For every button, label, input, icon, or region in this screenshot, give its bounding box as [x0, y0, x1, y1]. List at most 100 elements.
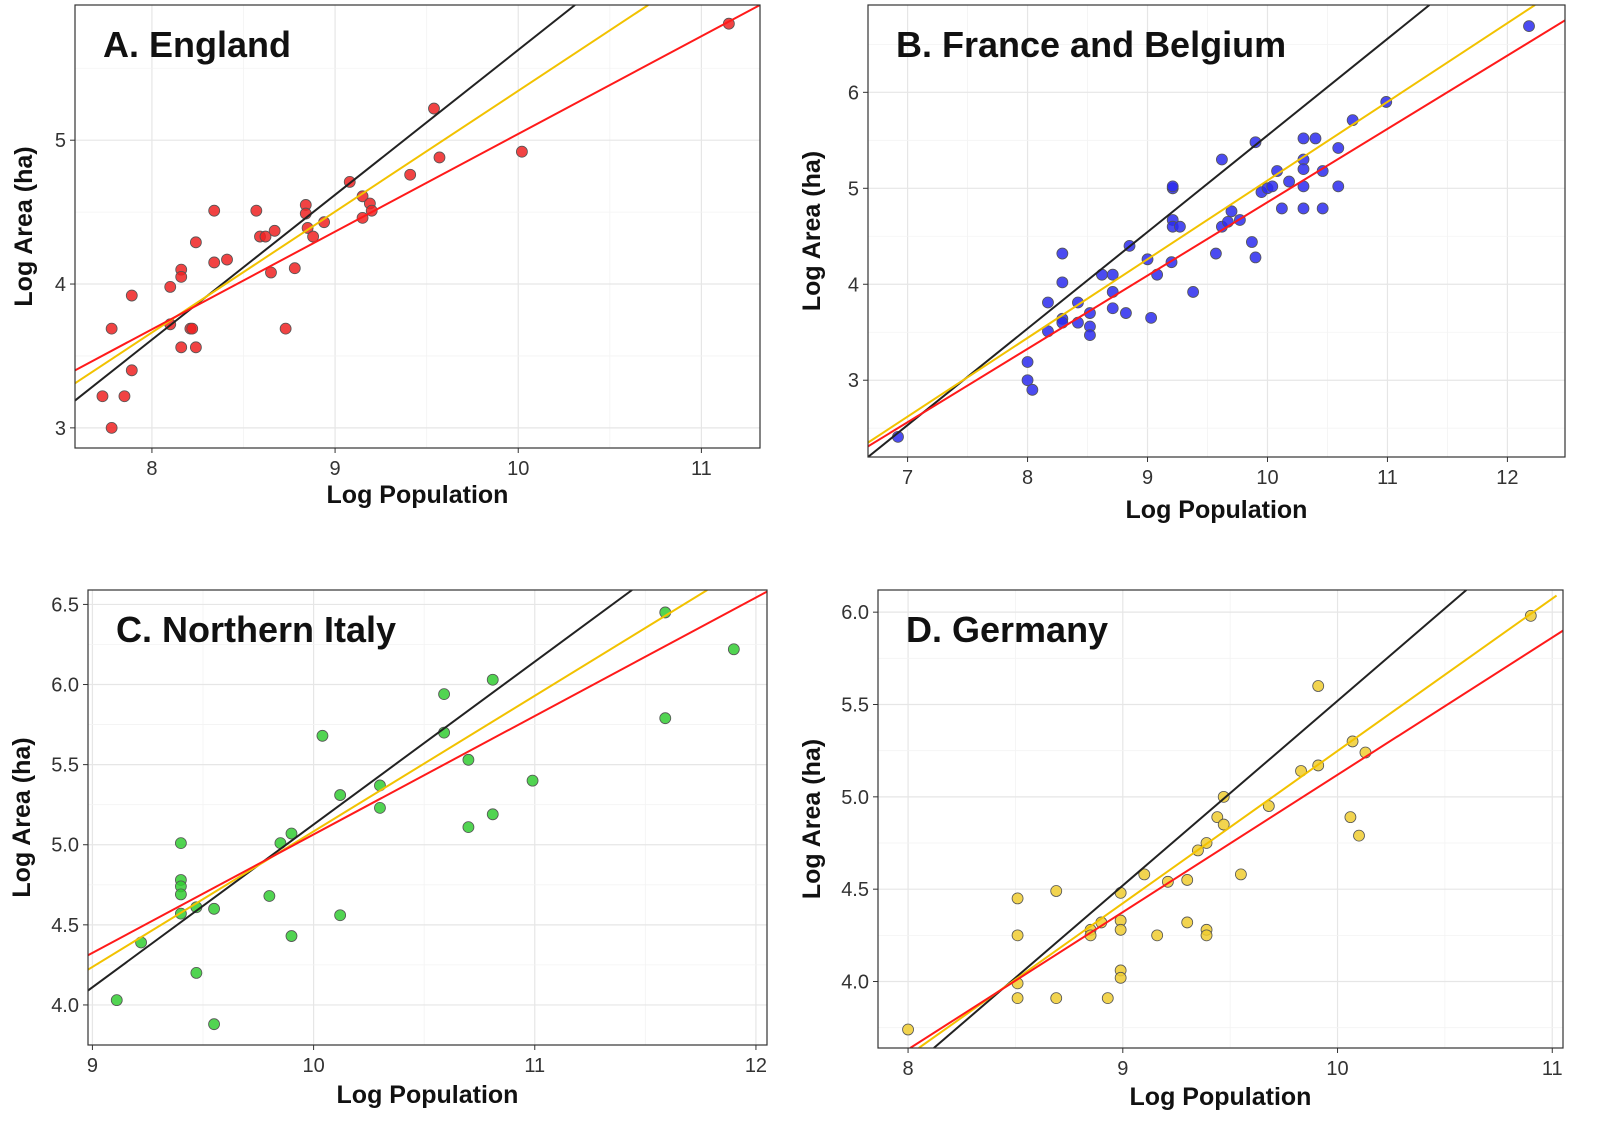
data-point [404, 168, 417, 181]
data-point [175, 270, 188, 283]
y-axis-label: Log Area (ha) [8, 737, 36, 897]
fit-lines [75, 5, 760, 402]
data-point [1114, 923, 1127, 936]
x-tick-label: 8 [1022, 467, 1033, 489]
x-tick-label: 9 [1142, 467, 1153, 489]
data-point [433, 151, 446, 164]
data-point [268, 224, 281, 237]
data-point [1353, 829, 1365, 842]
x-tick-label: 11 [1377, 467, 1398, 489]
data-point [1114, 886, 1127, 899]
data-point [727, 643, 740, 656]
data-point [1042, 296, 1054, 309]
data-point [1312, 680, 1325, 692]
x-tick-label: 11 [524, 1055, 545, 1077]
data-point [175, 341, 188, 354]
points [96, 17, 735, 434]
data-point [1181, 874, 1194, 886]
x-tick-label: 9 [87, 1055, 98, 1077]
points [902, 609, 1537, 1036]
yellow-line [868, 5, 1536, 444]
x-tick-label: 11 [1542, 1058, 1563, 1080]
data-point [1275, 202, 1288, 215]
y-axis-label: Log Area (ha) [798, 739, 826, 899]
x-axis-label: Log Population [337, 1081, 519, 1109]
x-tick-label: 10 [1256, 467, 1278, 489]
data-point [125, 364, 138, 377]
data-point [1011, 929, 1024, 942]
data-point [174, 888, 187, 901]
red-line [868, 19, 1565, 448]
data-point [279, 322, 292, 335]
y-tick-label: 3 [848, 370, 859, 392]
red-line [88, 590, 767, 957]
data-point [208, 204, 221, 217]
y-tick-label: 4.0 [51, 995, 79, 1017]
data-point [374, 801, 386, 814]
panel-title: B. France and Belgium [896, 24, 1286, 65]
panel-title: D. Germany [906, 609, 1108, 650]
data-point [1249, 136, 1262, 149]
panel-0: 8 9 10 11 3 4 5 A. England Log Population Log Are… [10, 4, 761, 509]
data-point [259, 230, 272, 243]
data-point [1210, 247, 1222, 260]
data-point [1026, 383, 1039, 396]
data-point [1084, 329, 1096, 342]
x-axis-label: Log Population [327, 481, 509, 509]
data-point [334, 789, 347, 801]
plot-background [75, 5, 760, 448]
red-line [909, 629, 1563, 1048]
fit-lines [909, 590, 1563, 1048]
data-point [1332, 180, 1345, 193]
plot-background [88, 590, 767, 1045]
data-point [105, 322, 118, 335]
y-tick-label: 6.0 [51, 675, 79, 697]
x-tick-label: 8 [903, 1058, 914, 1080]
y-axis-label: Log Area (ha) [798, 151, 826, 311]
data-point [208, 902, 220, 915]
data-point [462, 821, 475, 834]
data-point [1297, 202, 1310, 215]
y-tick-label: 4 [848, 274, 859, 296]
data-point [1297, 132, 1310, 145]
data-point [659, 712, 672, 725]
panel-title: C. Northern Italy [116, 609, 396, 650]
x-tick-label: 9 [1117, 1058, 1128, 1080]
data-point [307, 230, 320, 243]
data-point [462, 753, 475, 766]
data-point [1309, 132, 1322, 145]
data-point [1101, 992, 1114, 1005]
black-line [88, 590, 633, 992]
data-point [208, 1018, 220, 1031]
y-tick-label: 4 [55, 274, 66, 296]
data-point [110, 994, 123, 1007]
data-point [1114, 971, 1127, 984]
data-point [1021, 374, 1034, 387]
y-tick-label: 5 [848, 178, 859, 200]
x-tick-label: 10 [507, 458, 529, 480]
fit-lines [88, 590, 767, 992]
data-point [1151, 929, 1164, 942]
data-point [96, 390, 109, 403]
data-point [1166, 180, 1179, 193]
data-point [526, 774, 539, 787]
data-point [902, 1023, 914, 1036]
panel-2: 9 10 11 12 4.0 4.5 5.0 5.5 6.0 6.5 C. Northern Ita… [8, 589, 768, 1109]
data-point [1215, 153, 1228, 166]
data-point [221, 253, 233, 266]
data-point [1316, 202, 1329, 215]
panel-1: 7 8 9 10 11 12 3 4 5 6 B. France and Belgium Log Po… [798, 4, 1566, 524]
plot-background [868, 5, 1565, 457]
data-point [1523, 20, 1535, 33]
points [110, 606, 740, 1031]
y-tick-label: 6.0 [841, 602, 869, 624]
data-point [1145, 311, 1158, 324]
plot-border [877, 589, 1564, 1049]
data-point [174, 837, 187, 850]
x-tick-label: 11 [691, 458, 712, 480]
data-point [1056, 247, 1069, 260]
x-tick-label: 8 [146, 458, 157, 480]
y-tick-label: 6.5 [51, 594, 79, 616]
data-point [250, 204, 263, 217]
data-point [1245, 236, 1258, 248]
